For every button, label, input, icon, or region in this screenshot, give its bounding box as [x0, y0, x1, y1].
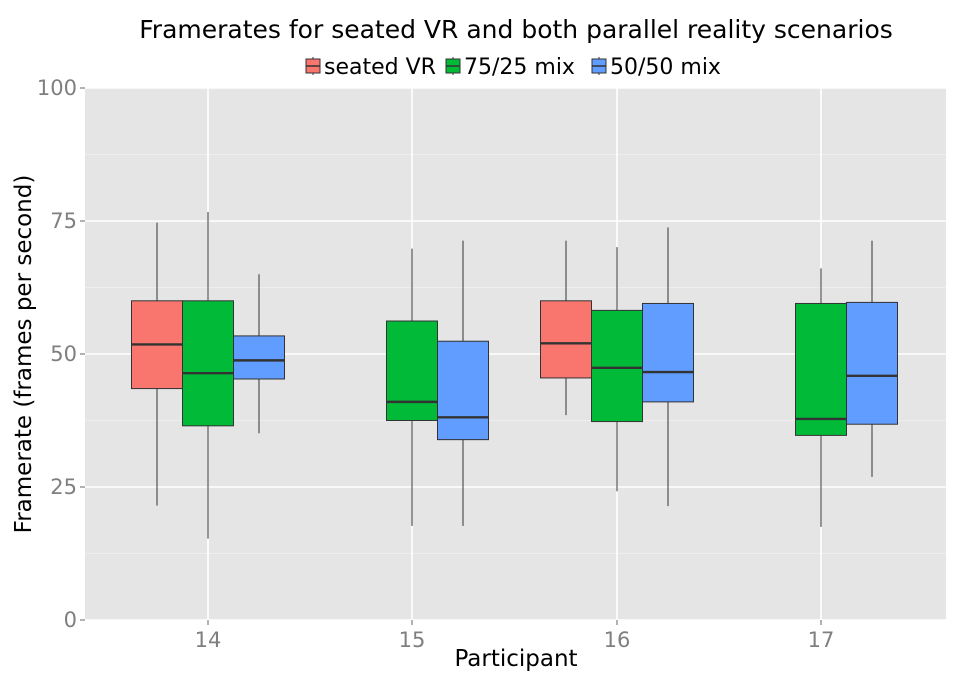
x-axis-title: Participant — [454, 646, 577, 672]
box-iqr — [642, 302, 694, 403]
box-15-75-25-mix — [386, 248, 438, 526]
x-tick-label: 17 — [808, 628, 835, 652]
x-axis: 14 15 16 17 — [195, 620, 835, 652]
legend-label: seated VR — [324, 55, 436, 80]
legend-item-75-25-mix: 75/25 mix — [445, 55, 575, 80]
x-tick-label: 15 — [399, 628, 426, 652]
y-tick-label: 100 — [37, 76, 77, 100]
box-17-75-25-mix — [795, 268, 847, 527]
y-axis: 0 25 50 75 100 — [37, 76, 85, 632]
box-iqr — [795, 302, 847, 436]
legend-item-50-50-mix: 50/50 mix — [591, 55, 721, 80]
box-iqr — [437, 340, 489, 441]
box-15-50-50-mix — [437, 240, 489, 526]
box-iqr — [233, 335, 285, 380]
legend-label: 50/50 mix — [610, 55, 721, 80]
legend: seated VR 75/25 mix 50/50 mix — [305, 55, 721, 80]
y-tick-label: 25 — [50, 475, 77, 499]
x-tick-label: 14 — [195, 628, 222, 652]
box-iqr — [182, 300, 234, 427]
y-tick-label: 0 — [64, 608, 77, 632]
y-axis-title: Framerate (frames per second) — [11, 175, 37, 534]
box-groups — [131, 211, 898, 539]
box-iqr — [846, 301, 898, 425]
chart-title: Framerates for seated VR and both parall… — [139, 15, 893, 44]
box-iqr — [540, 300, 592, 379]
box-14-seated-vr — [131, 222, 183, 506]
box-16-50-50-mix — [642, 227, 694, 507]
y-tick-label: 50 — [50, 342, 77, 366]
box-16-75-25-mix — [591, 247, 643, 492]
box-iqr — [386, 320, 438, 421]
x-tick-label: 16 — [604, 628, 631, 652]
box-17-50-50-mix — [846, 240, 898, 477]
box-14-75-25-mix — [182, 211, 234, 539]
y-tick-label: 75 — [50, 209, 77, 233]
box-14-50-50-mix — [233, 274, 285, 434]
box-iqr — [591, 309, 643, 423]
legend-item-seated-vr: seated VR — [305, 55, 436, 80]
legend-label: 75/25 mix — [464, 55, 575, 80]
